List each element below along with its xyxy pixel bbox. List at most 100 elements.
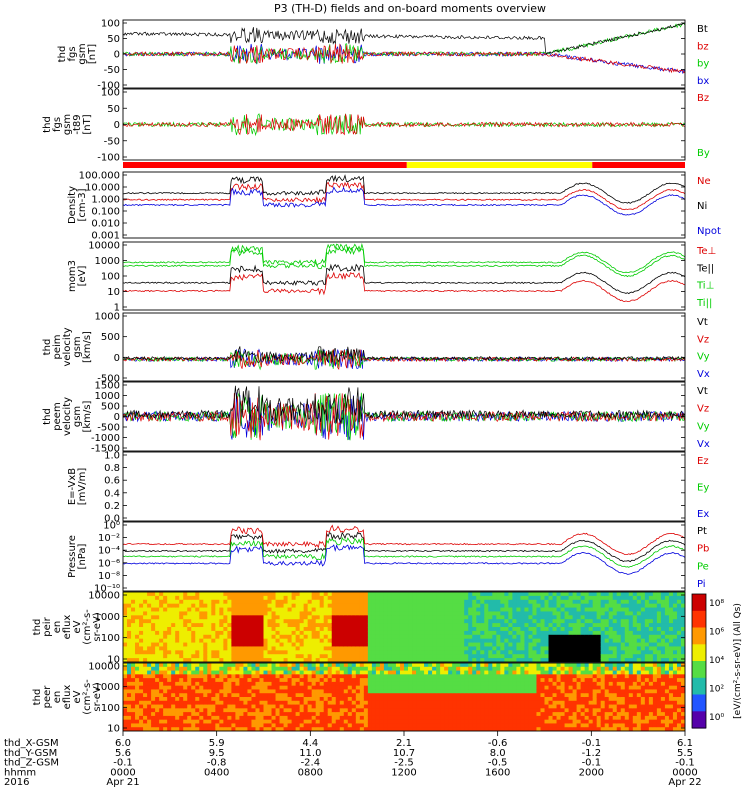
spectrogram-cell bbox=[255, 708, 260, 713]
spectrogram-cell bbox=[412, 689, 417, 694]
spectrogram-cell bbox=[323, 670, 329, 675]
spectrogram-cell bbox=[367, 727, 373, 731]
spectrogram-cell bbox=[195, 697, 200, 702]
spectrogram-cell bbox=[604, 627, 610, 632]
spectrogram-cell bbox=[532, 708, 537, 713]
spectrogram-cell bbox=[576, 674, 582, 679]
spectrogram-cell bbox=[371, 719, 377, 724]
spectrogram-cell bbox=[283, 623, 289, 628]
spectrogram-cell bbox=[432, 595, 437, 601]
spectrogram-cell bbox=[676, 630, 682, 636]
spectrogram-cell bbox=[171, 595, 176, 601]
spectrogram-cell bbox=[295, 650, 301, 655]
spectrogram-cell bbox=[247, 623, 252, 628]
spectrogram-cell bbox=[648, 623, 654, 628]
spectrogram-cell bbox=[235, 615, 240, 620]
spectrogram-cell bbox=[524, 727, 529, 731]
spectrogram-cell bbox=[516, 611, 521, 616]
spectrogram-cell bbox=[331, 708, 337, 713]
spectrogram-cell bbox=[371, 674, 377, 679]
spectrogram-cell bbox=[456, 723, 461, 728]
spectrogram-cell bbox=[383, 611, 389, 616]
spectrogram-cell bbox=[476, 674, 481, 679]
spectrogram-cell bbox=[448, 719, 453, 724]
spectrogram-cell bbox=[255, 685, 260, 690]
spectrogram-cell bbox=[291, 658, 297, 662]
spectrogram-cell bbox=[436, 615, 441, 620]
spectrogram-cell bbox=[612, 678, 618, 683]
spectrogram-cell bbox=[532, 689, 537, 694]
spectrogram-cell bbox=[456, 650, 461, 655]
spectrogram-cell bbox=[327, 658, 333, 662]
spectrogram-cell bbox=[159, 712, 164, 717]
spectrogram-cell bbox=[488, 658, 493, 662]
spectrogram-cell bbox=[319, 663, 325, 668]
spectrogram-cell bbox=[560, 650, 566, 655]
spectrogram-cell bbox=[287, 642, 293, 647]
spectrogram-cell bbox=[311, 611, 317, 616]
spectrogram-cell bbox=[151, 715, 156, 721]
spectrogram-cell bbox=[367, 715, 373, 721]
spectrogram-cell bbox=[251, 615, 256, 620]
spectrogram-cell bbox=[371, 704, 377, 709]
spectrogram-cell bbox=[480, 685, 485, 690]
spectrogram-cell bbox=[127, 623, 132, 628]
spectrogram-cell bbox=[480, 595, 485, 601]
spectrogram-cell bbox=[652, 638, 658, 644]
spectrogram-cell bbox=[347, 603, 353, 609]
spectrogram-cell bbox=[416, 646, 421, 651]
spectrogram-cell bbox=[420, 623, 425, 628]
spectrogram-cell bbox=[151, 723, 156, 728]
spectrogram-cell bbox=[620, 623, 626, 628]
spectrogram-cell bbox=[163, 638, 168, 644]
spectrogram-cell bbox=[135, 599, 140, 605]
spectrogram-cell bbox=[219, 700, 224, 706]
spectrogram-cell bbox=[235, 685, 240, 690]
spectrogram-cell bbox=[391, 646, 397, 651]
spectrogram-cell bbox=[203, 697, 208, 702]
spectrogram-cell bbox=[556, 674, 562, 679]
spectrogram-cell bbox=[492, 630, 497, 636]
spectrogram-cell bbox=[500, 638, 505, 644]
ylabel-line: peem bbox=[52, 402, 63, 430]
spectrogram-cell bbox=[644, 611, 650, 616]
spectrogram-cell bbox=[432, 658, 437, 662]
spectrogram-cell bbox=[175, 689, 180, 694]
spectrogram-cell bbox=[367, 719, 373, 724]
spectrogram-cell bbox=[528, 719, 533, 724]
spectrogram-cell bbox=[375, 630, 381, 636]
spectrogram-cell bbox=[247, 681, 252, 687]
spectrogram-cell bbox=[540, 603, 545, 609]
spectrogram-cell bbox=[552, 615, 558, 620]
spectrogram-cell bbox=[291, 642, 297, 647]
spectrogram-cell bbox=[580, 719, 586, 724]
spectrogram-cell bbox=[420, 634, 425, 640]
spectrogram-cell bbox=[123, 700, 128, 706]
spectrogram-cell bbox=[271, 603, 277, 609]
spectrogram-cell bbox=[520, 674, 525, 679]
spectrogram-cell bbox=[572, 727, 578, 731]
spectrogram-cell bbox=[608, 689, 614, 694]
spectrogram-cell bbox=[524, 712, 529, 717]
spectrogram-cell bbox=[227, 666, 232, 672]
spectrogram-cell bbox=[215, 595, 220, 601]
spectrogram-cell bbox=[576, 611, 582, 616]
spectrogram-cell bbox=[500, 634, 505, 640]
spectrogram-cell bbox=[484, 658, 489, 662]
spectrogram-cell bbox=[203, 607, 208, 612]
spectrogram-cell bbox=[127, 681, 132, 687]
spectrogram-cell bbox=[656, 595, 662, 601]
spectrogram-cell bbox=[432, 697, 437, 702]
ytick-label: 0 bbox=[114, 120, 120, 131]
spectrogram-cell bbox=[568, 663, 574, 668]
spectrogram-cell bbox=[187, 630, 192, 636]
spectrogram-cell bbox=[315, 670, 321, 675]
spectrogram-cell bbox=[239, 689, 244, 694]
spectrogram-cell bbox=[387, 704, 393, 709]
spectrogram-cell bbox=[127, 615, 132, 620]
spectrogram-cell bbox=[351, 693, 357, 698]
spectrogram-cell bbox=[504, 595, 509, 601]
spectrogram-cell bbox=[464, 603, 469, 609]
spectrogram-cell bbox=[251, 704, 256, 709]
